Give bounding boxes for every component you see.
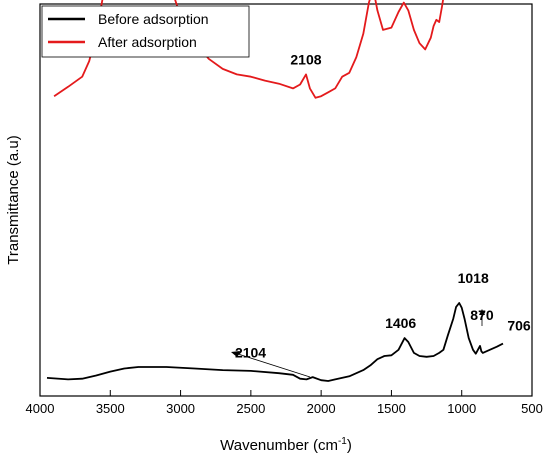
series-line-before	[46, 302, 504, 382]
x-tick-label-2000: 2000	[307, 401, 336, 416]
x-tick-label-3000: 3000	[166, 401, 195, 416]
legend-label-before: Before adsorption	[98, 11, 209, 27]
x-tick-label-3500: 3500	[96, 401, 125, 416]
x-axis-title-sup: -1	[338, 436, 347, 447]
plot-frame	[39, 3, 533, 397]
peak-label-2104: 2104	[235, 344, 266, 360]
legend-box	[41, 5, 250, 58]
arrow-870-head	[479, 309, 485, 315]
legend: Before adsorption After adsorption	[41, 5, 250, 58]
peak-label-2108: 2108	[290, 51, 321, 67]
x-tick-label-2500: 2500	[236, 401, 265, 416]
series-layer	[46, 0, 504, 382]
legend-label-after: After adsorption	[98, 34, 197, 50]
x-tick-label-1000: 1000	[447, 401, 476, 416]
x-axis-ticks: 4000 3500 3000 2500 2000 1500 1000 500	[26, 390, 543, 416]
arrow-2104-head	[231, 351, 240, 357]
x-tick-label-500: 500	[521, 401, 543, 416]
series-line-after	[53, 0, 444, 99]
x-axis-title-main: Wavenumber (cm	[220, 437, 338, 454]
x-axis-title-close: )	[347, 437, 352, 454]
x-tick-label-1500: 1500	[377, 401, 406, 416]
y-axis-title: Transmittance (a.u)	[5, 135, 22, 265]
x-tick-label-4000: 4000	[26, 401, 55, 416]
peak-label-1018: 1018	[458, 270, 489, 286]
peak-label-706: 706	[507, 318, 531, 334]
peak-label-1406: 1406	[385, 315, 416, 331]
x-axis-title: Wavenumber (cm-1)	[220, 436, 352, 454]
annotation-layer: 3310210816301412101665021041406101887070…	[235, 51, 531, 360]
arrow-2104	[234, 352, 311, 378]
